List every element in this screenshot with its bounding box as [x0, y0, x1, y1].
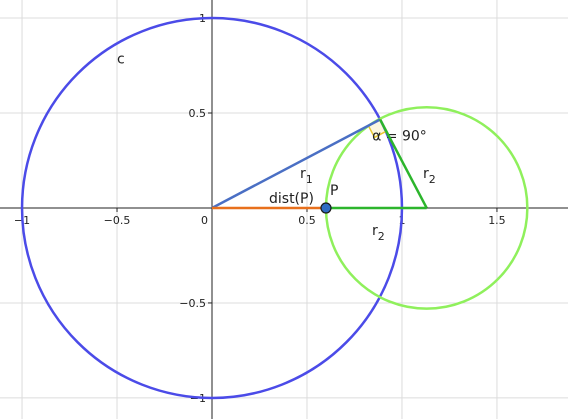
label-sub: 2 — [378, 230, 385, 243]
label-base: r — [423, 166, 429, 182]
point-label: P — [330, 183, 338, 199]
point — [320, 202, 332, 214]
segment — [211, 118, 381, 210]
y-tick-label: −0.5 — [179, 297, 206, 310]
x-tick-label: −0.5 — [104, 214, 131, 227]
label-base: r — [372, 223, 378, 239]
circle-label: c — [117, 52, 125, 68]
segment-label: dist(P) — [269, 191, 314, 207]
label-sub: 2 — [429, 173, 436, 186]
label-sub: 1 — [306, 173, 313, 186]
segment-label: r1 — [300, 166, 313, 186]
x-tick-label: 1.5 — [488, 214, 506, 227]
x-tick-label: 0 — [201, 214, 208, 227]
segment-label: r2 — [372, 223, 385, 243]
segment-label: r2 — [423, 166, 436, 186]
angle-label: α = 90° — [372, 128, 427, 144]
segment — [379, 118, 428, 209]
y-tick-label: 0.5 — [189, 107, 207, 120]
label-base: r — [300, 166, 306, 182]
x-tick-label: 0.5 — [298, 214, 316, 227]
